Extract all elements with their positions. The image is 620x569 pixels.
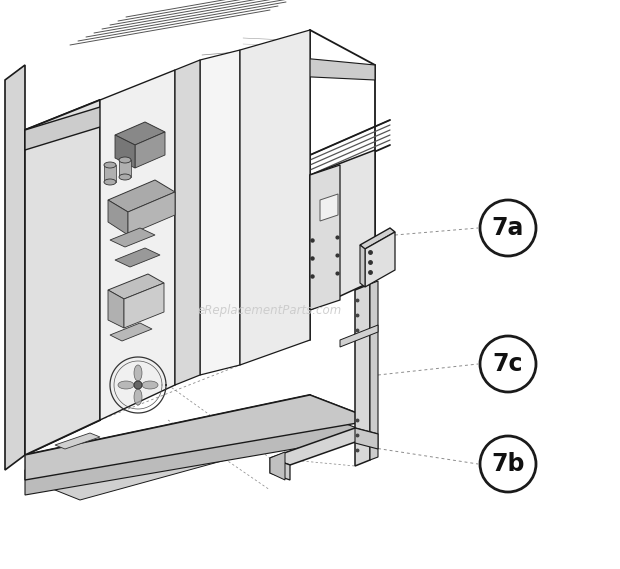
Polygon shape xyxy=(55,433,100,449)
Polygon shape xyxy=(270,428,378,465)
Polygon shape xyxy=(110,323,152,341)
Polygon shape xyxy=(115,248,160,267)
Polygon shape xyxy=(25,410,375,495)
Ellipse shape xyxy=(104,162,116,168)
Circle shape xyxy=(480,436,536,492)
Polygon shape xyxy=(365,232,395,287)
Circle shape xyxy=(480,200,536,256)
Circle shape xyxy=(480,336,536,392)
Polygon shape xyxy=(108,290,124,328)
Polygon shape xyxy=(270,55,375,80)
Circle shape xyxy=(134,381,142,389)
Polygon shape xyxy=(360,245,365,287)
Polygon shape xyxy=(25,430,280,500)
Polygon shape xyxy=(310,150,375,310)
Text: 7a: 7a xyxy=(492,216,524,240)
Polygon shape xyxy=(108,180,175,212)
Polygon shape xyxy=(340,325,378,347)
Ellipse shape xyxy=(119,174,131,180)
Polygon shape xyxy=(110,228,155,247)
Polygon shape xyxy=(100,70,175,420)
Ellipse shape xyxy=(118,381,134,389)
Ellipse shape xyxy=(134,389,142,405)
Polygon shape xyxy=(124,283,164,328)
Polygon shape xyxy=(25,395,375,480)
Polygon shape xyxy=(108,274,164,299)
Polygon shape xyxy=(355,428,378,449)
Polygon shape xyxy=(128,192,175,235)
Text: 7b: 7b xyxy=(491,452,525,476)
Polygon shape xyxy=(104,165,116,182)
Polygon shape xyxy=(5,65,25,470)
Polygon shape xyxy=(355,284,370,466)
Ellipse shape xyxy=(104,179,116,185)
Text: 7c: 7c xyxy=(493,352,523,376)
Polygon shape xyxy=(25,55,270,150)
Polygon shape xyxy=(310,165,340,310)
Polygon shape xyxy=(360,228,395,249)
Ellipse shape xyxy=(134,365,142,381)
Ellipse shape xyxy=(119,157,131,163)
Polygon shape xyxy=(270,452,285,480)
Polygon shape xyxy=(175,60,200,385)
Polygon shape xyxy=(370,281,378,460)
Polygon shape xyxy=(25,100,100,455)
Polygon shape xyxy=(240,30,310,365)
Text: eReplacementParts.com: eReplacementParts.com xyxy=(198,303,342,316)
Polygon shape xyxy=(115,122,165,145)
Polygon shape xyxy=(270,458,290,480)
Polygon shape xyxy=(135,132,165,168)
Polygon shape xyxy=(200,50,240,375)
Polygon shape xyxy=(119,160,131,177)
Ellipse shape xyxy=(142,381,158,389)
Polygon shape xyxy=(320,194,338,221)
Polygon shape xyxy=(115,135,135,168)
Polygon shape xyxy=(108,200,128,235)
